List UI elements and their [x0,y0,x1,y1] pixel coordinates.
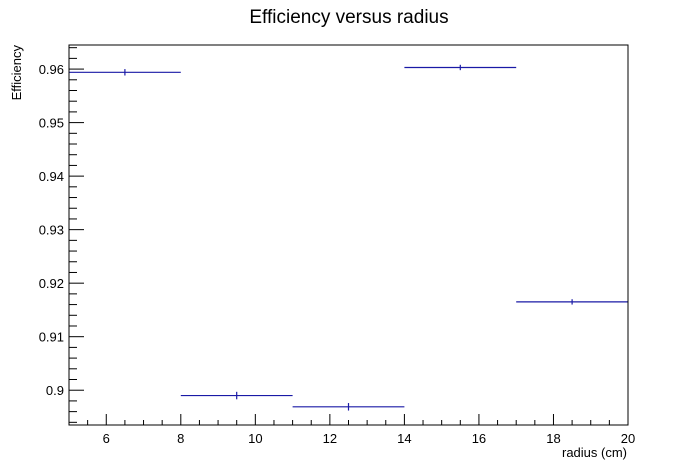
y-tick-label: 0.9 [46,383,64,398]
data-point [180,391,293,400]
x-tick-label: 10 [248,431,262,446]
axis-ticks [68,47,629,425]
x-tick-label: 20 [621,431,635,446]
x-tick-label: 18 [546,431,560,446]
data-point [404,64,517,71]
data-point [516,299,628,305]
data-points [69,64,628,411]
y-tick-label: 0.94 [39,169,64,184]
x-axis-label: radius (cm) [562,445,627,460]
x-tick-label: 14 [397,431,411,446]
chart-title: Efficiency versus radius [249,7,448,28]
y-tick-label: 0.91 [39,330,64,345]
y-axis-label: Efficiency [9,45,24,101]
x-tick-label: 16 [472,431,486,446]
y-tick-label: 0.96 [39,62,64,77]
y-tick-label: 0.93 [39,223,64,238]
data-point [69,69,181,76]
y-tick-label: 0.92 [39,276,64,291]
x-tick-label: 6 [103,431,110,446]
axis-tick-labels: 6 8 10 12 14 16 18 20 0.9 0.91 0.92 0.93 0.94 0.95 0.9… [39,62,636,446]
data-point [292,403,405,411]
x-tick-label: 8 [177,431,184,446]
x-tick-label: 12 [323,431,337,446]
y-tick-label: 0.95 [39,116,64,131]
plot-frame [68,44,629,426]
